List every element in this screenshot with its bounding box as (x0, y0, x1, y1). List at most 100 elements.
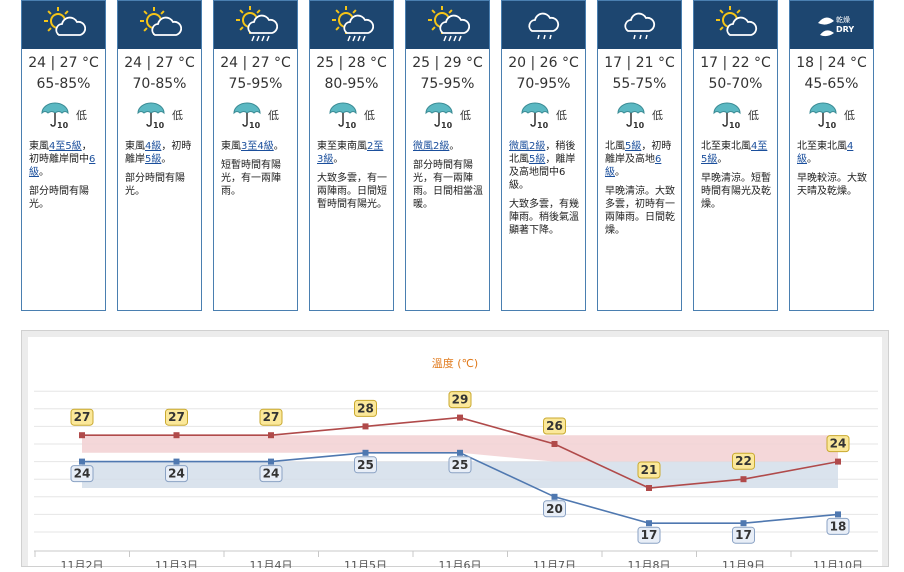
min-temp-label: 24 (263, 467, 280, 481)
wind-text: 微風2級，稍後北風5級，離岸及高地間中6級。 (509, 140, 581, 192)
umbrella-icon: 10 (425, 102, 453, 129)
wind-text: 東至東南風2至3級。 (317, 140, 389, 166)
humidity-range: 55-75% (612, 76, 667, 92)
max-temp-label-box (354, 399, 377, 417)
weather-description: 早晚較涼。大致天晴及乾燥。 (797, 173, 867, 197)
min-temp-label: 25 (357, 458, 374, 472)
beaufort-link[interactable]: 6級 (29, 154, 96, 178)
max-temp-label-box (826, 435, 850, 453)
sunny-periods-showers-icon (235, 6, 278, 42)
beaufort-link[interactable]: 2至3級 (317, 141, 384, 165)
beaufort-link[interactable]: 微風2級 (413, 141, 450, 152)
wind-text-segment: 。 (449, 141, 460, 152)
wind-text-segment: 。 (333, 154, 344, 165)
max-temp-label: 26 (546, 419, 563, 433)
min-temp-point (835, 511, 841, 518)
humidity-range: 75-95% (228, 76, 283, 92)
wind-text-segment: ，離岸及高地間中6級。 (509, 154, 576, 191)
wind-text-segment: 。 (615, 167, 625, 178)
wind-text-segment: 北至東北風 (701, 141, 751, 152)
psr-label: 低 (364, 109, 375, 122)
svg-text:10: 10 (153, 121, 165, 129)
rain-cloud-icon (527, 12, 559, 40)
forecast-card: 24 | 27 °C 70-85% 10 低東風4級，初時離岸5級。 部分時間有陽光。 (117, 0, 202, 311)
temperature-chart-panel: 溫度 (℃) 27 27 27 28 29 26 21 22 24 24 24 24 25 25 20 17 1… (21, 330, 889, 572)
svg-text:10: 10 (633, 121, 645, 129)
umbrella-icon: 10 (329, 102, 357, 129)
beaufort-link[interactable]: 5級 (145, 154, 162, 165)
psr-indicator: 10 低 (214, 100, 297, 130)
wind-text-segment: ，初時離岸 (125, 141, 192, 165)
temperature-range: 17 | 22 °C (700, 55, 771, 71)
min-temp-label: 17 (641, 528, 658, 542)
humidity-range: 45-65% (804, 76, 859, 92)
chart-plot-area: 溫度 (℃) 27 27 27 28 29 26 21 22 24 24 24 24 25 25 20 17 1… (28, 337, 886, 572)
weather-icon-box (598, 1, 681, 49)
psr-label: 低 (76, 109, 87, 122)
temperature-range: 25 | 28 °C (316, 55, 387, 71)
psr-label: 低 (460, 109, 471, 122)
max-temp-point (362, 423, 369, 430)
max-temp-point (646, 485, 652, 491)
weather-description: 短暫時間有陽光，有一兩陣雨。 (221, 160, 281, 197)
max-temp-label-box (165, 408, 188, 426)
wind-text-segment: ，稍後北風 (509, 141, 576, 165)
psr-indicator: 10 低 (310, 100, 393, 130)
beaufort-link[interactable]: 4級 (145, 141, 162, 152)
min-temp-label: 18 (830, 519, 847, 533)
sunny-periods-showers-icon (331, 6, 374, 42)
svg-text:10: 10 (345, 121, 357, 129)
max-temp-label: 24 (830, 437, 847, 451)
svg-text:DRY: DRY (836, 25, 854, 34)
forecast-card: 24 | 27 °C 65-85% 10 低東風4至5級，初時離岸間中6級。 部分時間有… (21, 0, 106, 311)
beaufort-link[interactable]: 4至5級 (49, 141, 82, 152)
max-temp-point (268, 432, 274, 439)
psr-label: 低 (268, 109, 279, 122)
weather-description: 部分時間有陽光。 (29, 186, 89, 210)
umbrella-icon: 10 (233, 102, 261, 129)
min-temp-label: 24 (168, 467, 185, 481)
svg-text:乾燥: 乾燥 (836, 15, 850, 24)
psr-label: 低 (652, 109, 663, 122)
psr-label: 低 (748, 109, 759, 122)
beaufort-link[interactable]: 4至5級 (701, 141, 768, 165)
wind-text-segment: 。 (273, 141, 284, 152)
umbrella-icon: 10 (521, 102, 549, 129)
beaufort-link[interactable]: 4級 (797, 141, 854, 165)
weather-icon-box (310, 1, 393, 49)
beaufort-link[interactable]: 6級 (605, 154, 662, 178)
wind-text-segment: 東至東南風 (317, 141, 367, 152)
umbrella-icon: 10 (809, 102, 837, 129)
humidity-range: 65-85% (36, 76, 91, 92)
wind-text: 北至東北風4級。 (797, 140, 869, 166)
min-temp-point (268, 458, 274, 465)
min-temp-point (646, 520, 652, 527)
min-temp-point (79, 458, 85, 465)
sun-cloud-icon (715, 6, 757, 36)
svg-text:10: 10 (825, 121, 837, 129)
umbrella-icon: 10 (617, 102, 645, 129)
psr-indicator: 10 低 (790, 100, 873, 130)
wind-text-segment: ，初時離岸及高地 (605, 141, 672, 165)
max-temp-label: 28 (357, 401, 374, 415)
weather-icon-box: 乾燥 DRY (790, 1, 873, 49)
svg-text:10: 10 (537, 121, 549, 129)
forecast-card: 25 | 29 °C 75-95% 10 低微風2級。 部分時間有陽光，有一兩陣雨。日間… (405, 0, 490, 311)
weather-icon-box (502, 1, 585, 49)
beaufort-link[interactable]: 5級 (529, 154, 546, 165)
min-temp-label-box (259, 465, 283, 483)
min-temp-label-box (637, 526, 661, 544)
weather-description: 大致多雲，有幾陣雨。稍後氣溫顯著下降。 (509, 199, 579, 236)
temperature-range: 24 | 27 °C (28, 55, 99, 71)
wind-text: 北至東北風4至5級。 (701, 140, 773, 166)
beaufort-link[interactable]: 微風2級 (509, 141, 546, 152)
max-temp-label-box (448, 391, 472, 409)
min-temp-label-box (354, 456, 377, 474)
svg-text:10: 10 (57, 121, 69, 129)
wind-text: 東風4級，初時離岸5級。 (125, 140, 197, 166)
beaufort-link[interactable]: 5級 (625, 141, 642, 152)
beaufort-link[interactable]: 3至4級 (241, 141, 274, 152)
min-temp-point (173, 458, 180, 465)
umbrella-icon: 10 (137, 102, 165, 129)
